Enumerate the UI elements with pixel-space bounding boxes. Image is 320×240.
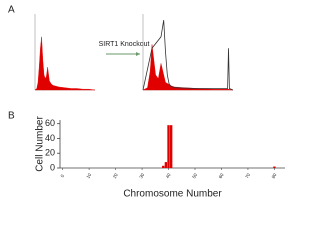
arrow-text: SIRT1 Knockout bbox=[99, 41, 150, 48]
panel-label: A bbox=[8, 5, 15, 16]
histogram-area bbox=[34, 36, 96, 91]
y-axis-label: Cell Number bbox=[35, 116, 46, 172]
histogram-line bbox=[142, 20, 234, 91]
bar bbox=[162, 165, 165, 168]
y-tick-label: 20 bbox=[45, 148, 55, 158]
bar bbox=[169, 125, 173, 168]
y-tick-label: 60 bbox=[45, 118, 55, 128]
histogram-area bbox=[142, 44, 234, 91]
figure: A B SIRT1 Knockout 0 20 40 60 0 10 20 30 40 50 60 7… bbox=[8, 5, 285, 200]
bar bbox=[273, 166, 276, 168]
bar bbox=[164, 162, 168, 168]
x-tick-label: 60 bbox=[218, 172, 225, 179]
panel-label: B bbox=[8, 111, 15, 122]
x-tick-label: 70 bbox=[244, 172, 251, 179]
x-tick-label: 20 bbox=[112, 172, 119, 179]
x-tick-label: 80 bbox=[271, 172, 278, 179]
arrow-head bbox=[136, 52, 140, 56]
y-tick-label: 40 bbox=[45, 133, 55, 143]
x-tick-label: 40 bbox=[165, 172, 172, 179]
bar bbox=[167, 125, 170, 168]
x-tick-label: 30 bbox=[138, 172, 145, 179]
x-tick-label: 50 bbox=[191, 172, 198, 179]
x-axis-label: Chromosome Number bbox=[123, 189, 222, 200]
y-tick-label: 0 bbox=[50, 162, 55, 172]
x-tick-label: 10 bbox=[85, 172, 92, 179]
x-tick-label: 0 bbox=[60, 173, 66, 178]
